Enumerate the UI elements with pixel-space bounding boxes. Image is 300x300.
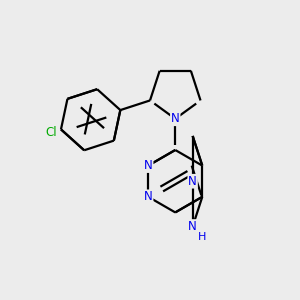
Text: N: N <box>188 220 197 233</box>
Text: N: N <box>171 112 180 125</box>
Text: N: N <box>144 190 153 203</box>
Text: N: N <box>188 175 197 188</box>
Text: H: H <box>197 232 206 242</box>
Text: N: N <box>144 159 153 172</box>
Text: Cl: Cl <box>45 126 57 139</box>
